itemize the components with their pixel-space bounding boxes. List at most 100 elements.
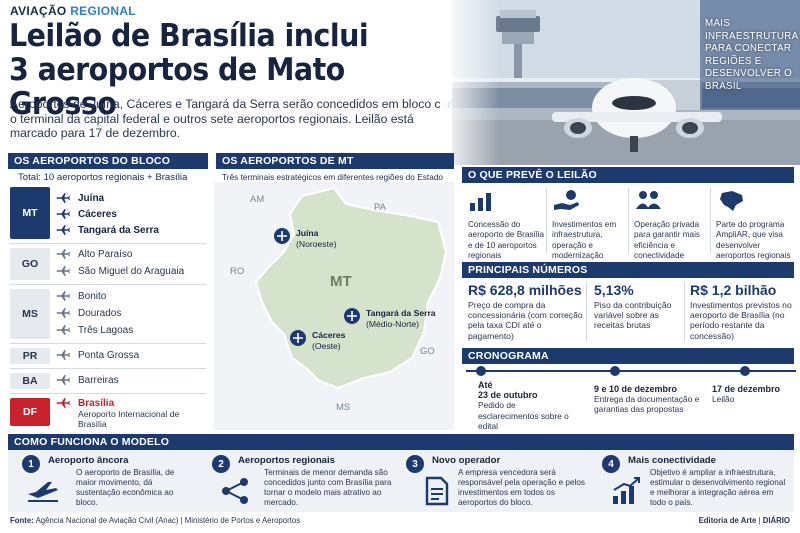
airport-item: Bonito [56,290,106,302]
city-juina: Juína (Noroeste) [296,228,337,249]
neighbor-pa: PA [374,202,387,213]
step-number: 2 [212,455,230,473]
airport-item: Juína [56,192,104,204]
timeline-dot [740,366,750,376]
map-state-label: MT [330,273,352,290]
preve-item-2: Investimentos em infraestrutura, operaçã… [552,189,630,261]
plane-icon [56,350,70,360]
airport-item: Três Lagoas [56,324,133,336]
preve-section-header: O QUE PREVÊ O LEILÃO [462,167,794,183]
pin-juina [274,228,290,244]
step-text: A empresa vencedora será responsável pel… [458,468,585,507]
people-icon [636,191,661,209]
block-section-header: OS AEROPORTOS DO BLOCO [8,153,208,169]
pin-tangara [344,308,360,324]
airport-item: São Miguel do Araguaia [56,265,184,277]
step-number: 4 [602,455,620,473]
headline-line-1: Leilão de Brasília inclui [9,18,369,54]
airport-item: Barreiras [56,374,119,386]
city-caceres: Cáceres (Oeste) [312,330,346,351]
plane-icon [56,375,70,385]
divider [684,282,685,342]
timeline-dot [610,366,620,376]
preve-item-4: Parte do programa AmpliAR, que visa dese… [716,189,794,271]
network-icon [222,478,248,504]
divider [546,188,547,254]
plane-takeoff-icon [28,482,58,502]
headline: Leilão de Brasília inclui 3 aeroportos d… [9,19,432,121]
preve-item-3: Operação privada para garantir mais efic… [634,189,712,261]
state-badge-ba: BA [10,373,50,389]
state-badge-pr: PR [10,348,50,364]
kicker: AVIAÇÃO REGIONAL [10,4,136,18]
timeline-item-2: 9 e 10 de dezembro Entrega da documentaç… [594,384,700,415]
state-badge-mt: MT [10,187,50,239]
timeline-item-3: 17 de dezembro Leilão [712,384,781,405]
plane-icon [56,193,70,203]
mato-grosso-map: AM PA RO GO MS MT [214,182,454,430]
timeline-item-1: Até 23 de outubro Pedido de esclarecimen… [478,380,569,431]
airport-note: Aeroporto Internacional de Brasília [78,409,180,429]
plane-icon [56,249,70,259]
step-text: Terminais de menor demanda são concedido… [264,468,392,507]
plane-icon [56,209,70,219]
step-title: Novo operador [432,455,501,466]
step-title: Aeroporto âncora [48,455,129,466]
state-badge-df: DF [10,398,50,426]
headline-line-2: 3 aeroportos de Mato Grosso [9,52,345,122]
state-badge-ms: MS [10,289,50,339]
step-title: Mais conectividade [628,455,716,466]
step-number: 3 [406,455,424,473]
step-title: Aeroportos regionais [238,455,336,466]
block-total: Total: 10 aeroportos regionais + Brasíli… [18,172,188,183]
credit: Editoria de Arte | DIÁRIO [698,516,790,525]
model-panel [8,450,794,512]
airport-item: Dourados [56,307,121,319]
airport-item: Cáceres [56,208,117,220]
map-section-header: OS AEROPORTOS DE MT [216,153,454,169]
plane-icon [56,308,70,318]
neighbor-ms: MS [336,402,350,413]
growth-chart-icon [613,477,640,504]
plane-icon [56,291,70,301]
lead-paragraph: Aeroportos de Juína, Cáceres e Tangará d… [10,97,458,140]
divider [10,243,206,244]
number-item-3: R$ 1,2 bilhão Investimentos previstos no… [690,282,792,341]
step-text: O aeroporto de Brasília, de maior movime… [76,468,175,507]
airport-item: Ponta Grossa [56,349,139,361]
city-tangara: Tangará da Serra (Médio-Norte) [366,308,436,329]
hand-coin-icon [554,190,579,210]
photo-fade [440,0,500,165]
state-badge-go: GO [10,248,50,280]
model-section-header: COMO FUNCIONA O MODELO [8,434,794,450]
map-subtitle: Três terminais estratégicos em diferente… [222,172,444,182]
divider [586,282,587,342]
airport-item: Alto Paraíso [56,248,132,260]
step-text: Objetivo é ampliar a infraestrutura, est… [650,468,786,507]
divider [710,188,711,254]
brazil-map-icon [720,191,743,211]
divider [10,393,206,394]
neighbor-am: AM [250,194,264,205]
timeline-line [466,370,796,372]
pin-caceres [290,330,306,346]
divider [628,188,629,254]
neighbor-ro: RO [230,266,244,277]
plane-icon [56,398,70,408]
plane-icon [56,225,70,235]
plane-icon [56,325,70,335]
airport-item: Brasília [56,397,114,409]
source-footer: Fonte: Agência Nacional de Aviação Civil… [10,516,301,525]
photo-caption: MAIS INFRAESTRUTURA PARA CONECTAR REGIÕE… [705,18,798,92]
plane-icon [56,266,70,276]
step-number: 1 [22,455,40,473]
divider [10,368,206,369]
number-item-1: R$ 628,8 milhões Preço de compra da conc… [468,282,583,341]
document-icon [425,476,449,506]
preve-item-1: Concessão do aeroporto de Brasília e de … [468,189,546,261]
airport-item: Tangará da Serra [56,224,159,236]
numbers-section-header: PRINCIPAIS NÚMEROS [462,262,794,278]
timeline-section-header: CRONOGRAMA [462,348,794,364]
bar-chart-icon [470,193,491,211]
timeline-dot [476,366,486,376]
